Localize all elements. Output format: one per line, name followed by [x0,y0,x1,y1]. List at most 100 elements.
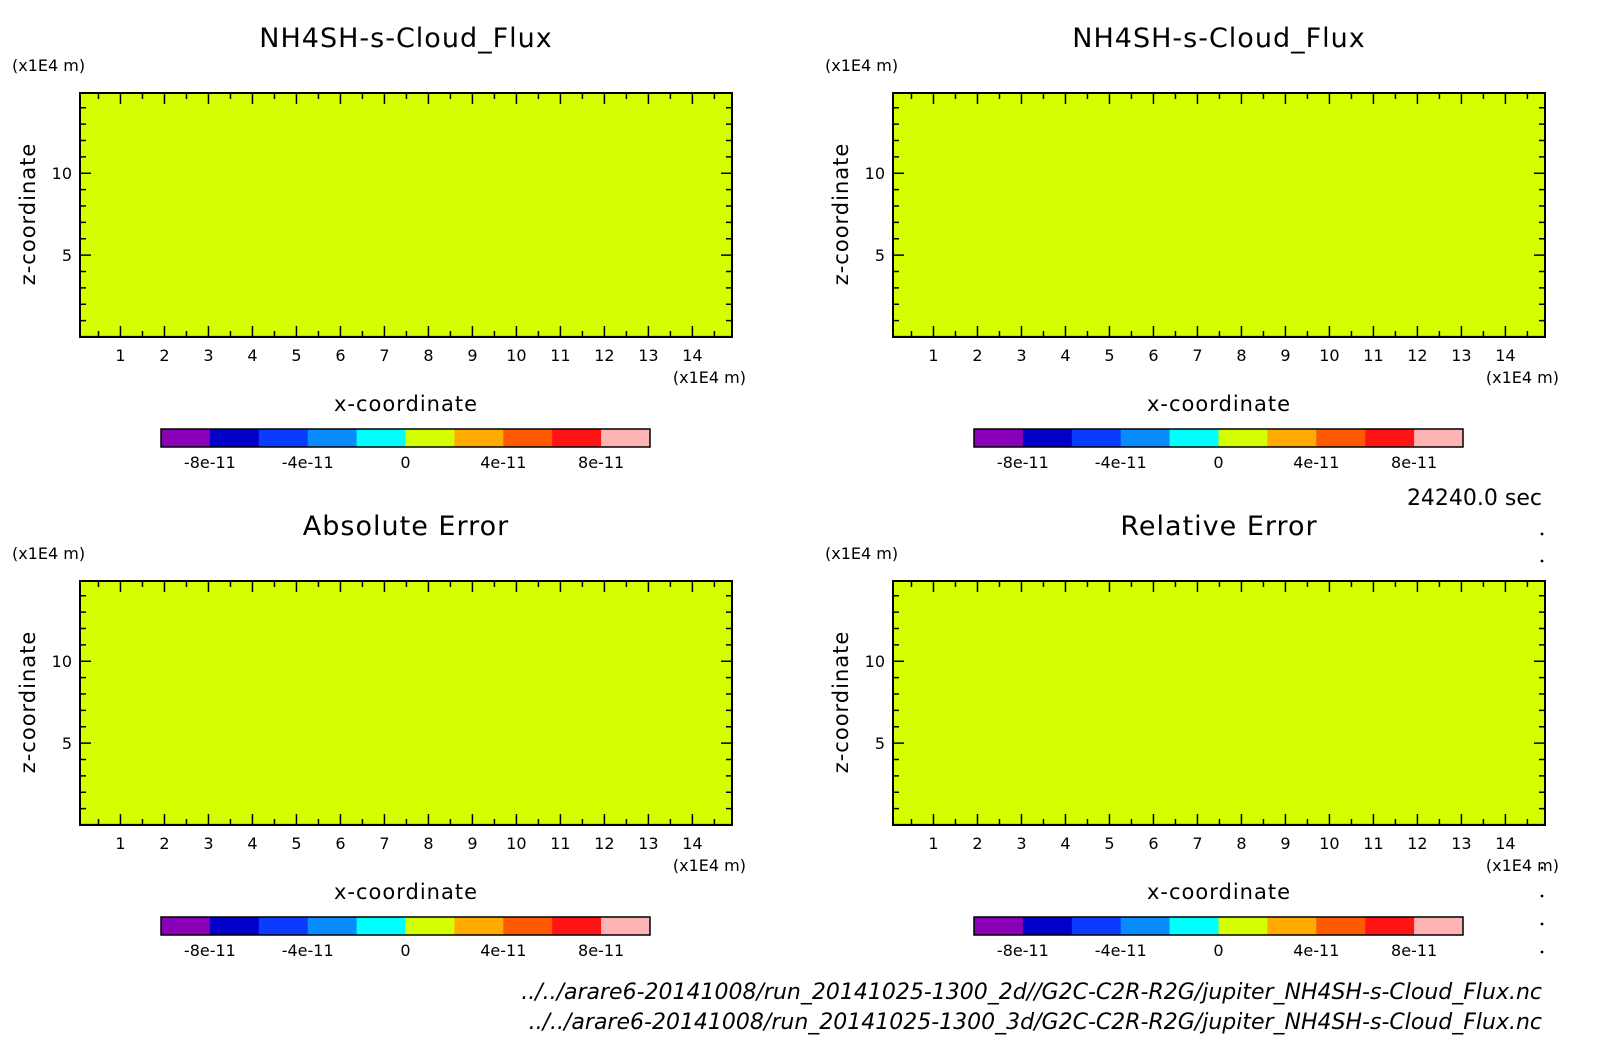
file-path-2d: ../../arare6-20141008/run_20141025-1300_… [521,980,1542,1005]
x-tick-label: 6 [335,834,345,853]
x-tick-label: 10 [506,834,526,853]
x-unit-label: (x1E4 m) [1486,856,1559,875]
y-tick-label: 10 [52,652,72,671]
x-tick-label: 12 [594,346,614,365]
file-path-3d: ../../arare6-20141008/run_20141025-1300_… [528,1010,1542,1035]
colorbar-swatch [601,917,651,935]
y-axis-label: z-coordinate [829,631,853,774]
colorbar-swatch [161,917,211,935]
colorbar-swatch [974,429,1024,447]
colorbar-tick-label: -8e-11 [184,453,236,472]
x-tick-label: 2 [972,834,982,853]
colorbar-tick-label: 8e-11 [1391,453,1437,472]
colorbar-swatch [1267,917,1317,935]
chart-title: Absolute Error [303,511,509,542]
colorbar-tick-label: -4e-11 [1095,941,1147,960]
x-tick-label: 7 [1192,346,1202,365]
x-tick-label: 2 [159,346,169,365]
x-tick-label: 12 [1407,834,1427,853]
x-tick-label: 8 [1236,346,1246,365]
y-tick-label: 5 [62,734,72,753]
colorbar-swatch [552,917,602,935]
margin-dot [1540,866,1544,870]
colorbar-swatch [1414,429,1464,447]
colorbar-tick-label: 4e-11 [480,453,526,472]
x-tick-label: 6 [1148,834,1158,853]
x-tick-label: 2 [159,834,169,853]
x-tick-label: 9 [1280,834,1290,853]
x-tick-label: 8 [423,346,433,365]
margin-dot [1540,532,1544,536]
colorbar-swatch [209,429,260,447]
chart-panel-1: NH4SH-s-Cloud_Flux(x1E4 m)1 2 3 4 5 6 7 8 9 10 11 1… [12,23,746,472]
x-tick-label: 11 [1363,346,1383,365]
x-tick-label: 14 [1495,834,1515,853]
x-tick-label: 4 [1060,346,1070,365]
colorbar-swatch [1218,917,1268,935]
x-tick-label: 3 [203,346,213,365]
y-axis-label: z-coordinate [16,631,40,774]
x-tick-label: 8 [423,834,433,853]
x-tick-label: 7 [379,346,389,365]
colorbar-swatch [1071,429,1122,447]
y-unit-label: (x1E4 m) [12,544,85,563]
x-tick-label: 1 [115,834,125,853]
colorbar-swatch [601,429,651,447]
x-tick-label: 6 [335,346,345,365]
colorbar-swatch [1365,917,1415,935]
x-tick-label: 4 [1060,834,1070,853]
x-axis-label: x-coordinate [334,392,478,416]
x-tick-label: 11 [550,346,570,365]
y-tick-label: 10 [52,164,72,183]
colorbar-swatch [1267,429,1317,447]
x-tick-label: 12 [1407,346,1427,365]
y-axis-label: z-coordinate [829,143,853,286]
y-unit-label: (x1E4 m) [825,56,898,75]
chart-panel-2: NH4SH-s-Cloud_Flux(x1E4 m)1 2 3 4 5 6 7 8 9 10 11 1… [825,23,1559,472]
colorbar-frame [160,916,651,936]
x-tick-label: 13 [638,834,658,853]
colorbar-swatch [1120,917,1171,935]
x-tick-label: 13 [638,346,658,365]
x-tick-label: 7 [379,834,389,853]
colorbar-swatch [258,429,309,447]
colorbar-swatch [356,917,406,935]
y-tick-label: 5 [875,246,885,265]
colorbar-swatch [307,429,358,447]
x-unit-label: (x1E4 m) [673,368,746,387]
colorbar-swatch [161,429,211,447]
x-tick-label: 10 [506,346,526,365]
x-axis-label: x-coordinate [1147,880,1291,904]
colorbar-tick-label: 8e-11 [578,453,624,472]
x-axis-label: x-coordinate [334,880,478,904]
margin-dot [1540,922,1544,926]
x-tick-label: 7 [1192,834,1202,853]
colorbar-swatch [454,429,504,447]
colorbar-swatch [1120,429,1171,447]
x-tick-label: 5 [1104,346,1114,365]
colorbar-swatch [503,917,553,935]
colorbar-swatch [405,917,455,935]
colorbar-tick-label: 0 [1213,941,1223,960]
colorbar-swatch [1316,429,1366,447]
y-axis-label: z-coordinate [16,143,40,286]
colorbar-tick-label: 0 [400,453,410,472]
y-tick-label: 5 [62,246,72,265]
x-tick-label: 6 [1148,346,1158,365]
x-tick-label: 12 [594,834,614,853]
colorbar-swatch [503,429,553,447]
colorbar-swatch [209,917,260,935]
field-fill [80,581,732,825]
x-tick-label: 1 [928,346,938,365]
y-tick-label: 5 [875,734,885,753]
x-unit-label: (x1E4 m) [1486,368,1559,387]
y-unit-label: (x1E4 m) [825,544,898,563]
colorbar-swatch [1365,429,1415,447]
chart-title: NH4SH-s-Cloud_Flux [1072,23,1365,54]
colorbar-frame [973,916,1464,936]
y-tick-label: 10 [865,164,885,183]
colorbar-swatch [1022,429,1073,447]
colorbar-swatch [1022,917,1073,935]
colorbar-tick-label: 8e-11 [1391,941,1437,960]
